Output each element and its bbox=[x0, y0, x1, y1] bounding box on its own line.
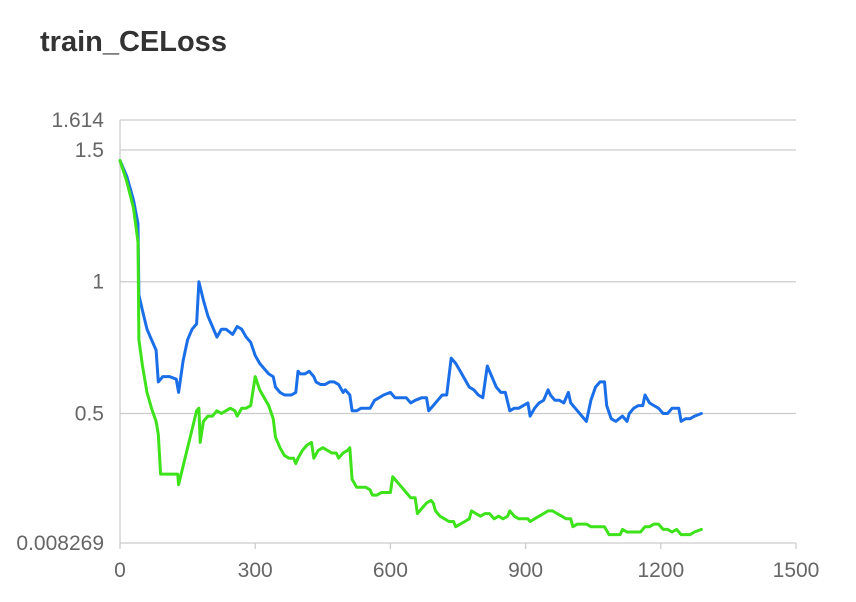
gridlines bbox=[120, 119, 796, 544]
y-tick-label-3: 1.5 bbox=[75, 139, 104, 162]
y-tick-label-1: 0.5 bbox=[75, 402, 104, 425]
x-tick-label-3: 900 bbox=[508, 559, 543, 582]
y-tick-label-0: 0.008269 bbox=[16, 532, 104, 555]
series-lines bbox=[118, 159, 703, 537]
x-tick-label-1: 300 bbox=[238, 559, 273, 582]
series-line-0 bbox=[118, 159, 703, 423]
y-tick-label-2: 1 bbox=[92, 271, 104, 294]
x-tick-label-0: 0 bbox=[114, 559, 126, 582]
axes bbox=[119, 120, 797, 549]
tick-labels: 0.008269 0.5 1 1.5 1.614 0 300 600 900 1200 1500 bbox=[16, 109, 819, 582]
x-tick-label-4: 1200 bbox=[637, 559, 684, 582]
y-tick-label-4: 1.614 bbox=[51, 109, 104, 132]
x-tick-label-5: 1500 bbox=[773, 559, 820, 582]
chart-title: train_CELoss bbox=[40, 26, 227, 58]
x-tick-label-2: 600 bbox=[373, 559, 408, 582]
series-line-1 bbox=[118, 159, 703, 537]
